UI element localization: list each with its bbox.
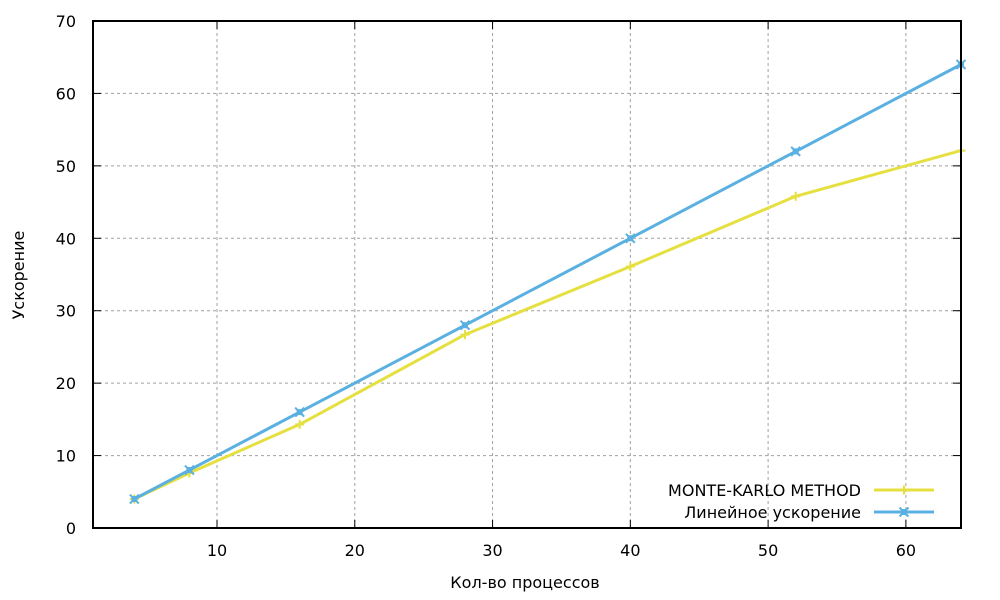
y-tick-label: 0 [66, 519, 76, 538]
series-line-1 [133, 149, 962, 501]
x-tick-label: 20 [345, 541, 365, 560]
y-tick-label: 20 [56, 374, 76, 393]
tick-labels: 10 20 30 40 50 60 0 10 20 30 40 50 60 70 [56, 12, 916, 560]
x-tick-label: 40 [620, 541, 640, 560]
y-axis-title: Ускорение [9, 231, 28, 320]
x-tick-label: 60 [896, 541, 916, 560]
data-point-series-2 [625, 233, 636, 244]
legend-marker [899, 485, 909, 495]
data-point-series-2 [129, 493, 140, 505]
data-point-series-2 [790, 146, 801, 157]
y-tick-label: 60 [56, 84, 76, 103]
y-tick-label: 10 [56, 447, 76, 466]
grid [93, 21, 961, 528]
legend-marker [898, 506, 910, 518]
x-tick-label: 10 [207, 541, 227, 560]
data-point-series-1 [791, 191, 801, 201]
data-point-series-2 [459, 319, 471, 331]
x-tick-label: 30 [482, 541, 502, 560]
data-point-series-1 [295, 419, 305, 429]
legend: MONTE-KARLO METHOD Линейное ускорение [668, 481, 934, 522]
y-tick-label: 70 [56, 12, 76, 31]
y-tick-label: 30 [56, 302, 76, 321]
legend-label: Линейное ускорение [684, 503, 861, 522]
data-point-series-1 [625, 262, 635, 272]
series-layer [129, 59, 967, 505]
data-point-series-2 [184, 464, 195, 476]
data-point-series-2 [294, 406, 305, 418]
y-tick-label: 40 [56, 229, 76, 248]
y-tick-label: 50 [56, 157, 76, 176]
plot-frame [92, 20, 962, 529]
x-axis-title: Кол-во процессов [450, 573, 599, 592]
legend-label: MONTE-KARLO METHOD [668, 481, 861, 500]
data-point-series-1 [460, 330, 470, 340]
series-line-2 [133, 63, 962, 501]
x-tick-label: 50 [758, 541, 778, 560]
